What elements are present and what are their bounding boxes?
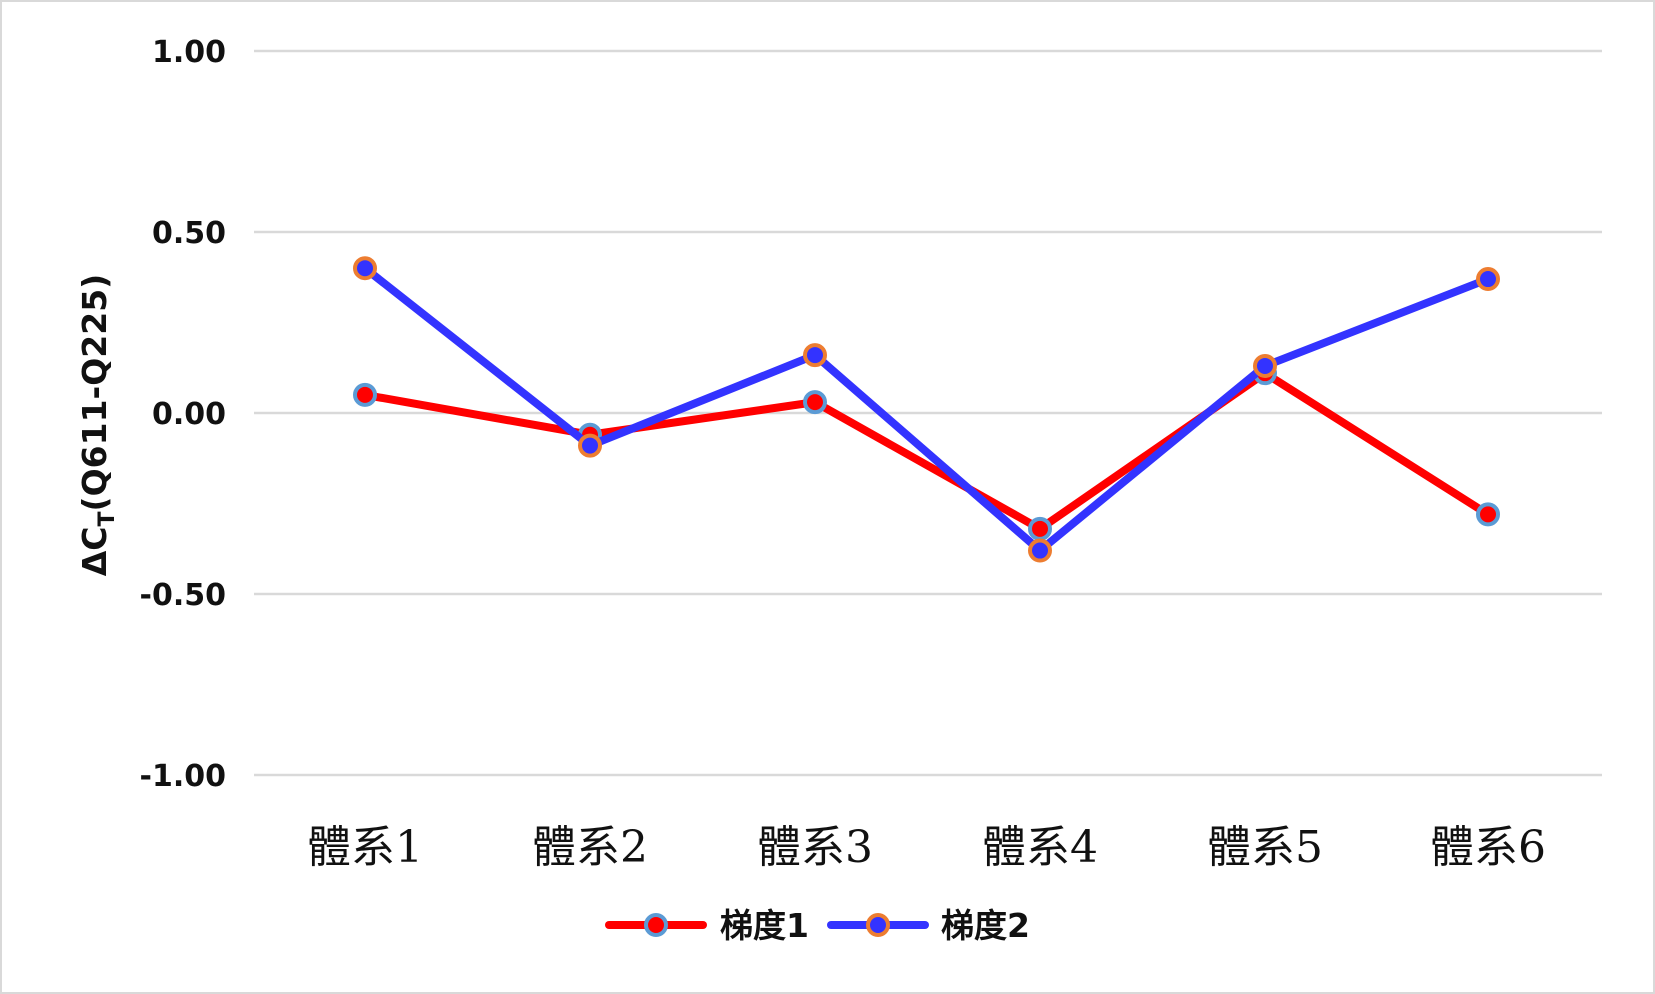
data-point	[578, 433, 602, 458]
data-point	[1476, 502, 1500, 527]
legend: 梯度1 梯度2	[605, 906, 1030, 945]
legend-marker	[866, 913, 890, 937]
y-tick-label: 0.50	[152, 216, 226, 251]
legend-marker	[644, 913, 668, 937]
x-category-label: 體系2	[532, 822, 648, 873]
y-axis-title-subscript: T	[95, 511, 120, 526]
x-axis-categories: 體系1 體系2 體系3 體系4 體系5 體系6	[307, 822, 1546, 873]
y-axis-ticks: 1.00 0.50 0.00 -0.50 -1.00	[140, 35, 226, 794]
x-category-label: 體系4	[982, 822, 1098, 873]
data-point	[1028, 538, 1052, 563]
series-2	[353, 256, 1500, 563]
x-category-label: 體系6	[1430, 822, 1546, 873]
series-line	[361, 369, 1492, 533]
series-group	[353, 256, 1500, 563]
data-point	[1476, 267, 1500, 292]
x-category-label: 體系5	[1207, 822, 1323, 873]
data-point	[353, 256, 377, 281]
y-axis-title-main: ΔC	[75, 527, 114, 577]
y-tick-label: -1.00	[140, 759, 226, 794]
data-point	[353, 382, 377, 407]
y-tick-label: 0.00	[152, 397, 226, 432]
data-point	[1253, 353, 1277, 378]
y-axis-title-rest: (Q611-Q225)	[75, 274, 114, 512]
x-category-label: 體系1	[307, 822, 423, 873]
data-point	[1028, 516, 1052, 541]
legend-label: 梯度2	[941, 906, 1030, 945]
y-axis-title: ΔCT(Q611-Q225)	[75, 274, 120, 577]
legend-item: 梯度1	[605, 906, 809, 945]
data-point	[803, 390, 827, 415]
legend-label: 梯度1	[720, 906, 809, 945]
data-point	[803, 343, 827, 368]
legend-item: 梯度2	[827, 906, 1030, 945]
y-tick-label: 1.00	[152, 35, 226, 70]
series-line	[361, 264, 1492, 555]
x-category-label: 體系3	[757, 822, 873, 873]
y-tick-label: -0.50	[140, 578, 226, 613]
